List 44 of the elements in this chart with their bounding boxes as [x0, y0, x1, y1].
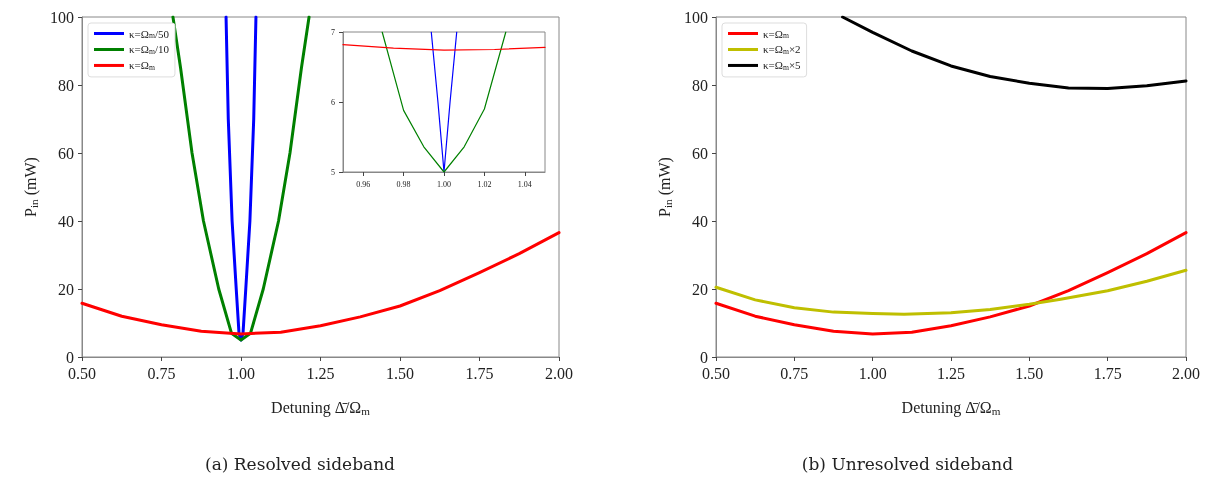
- y-tick-label: 60: [58, 144, 74, 162]
- y-tick-label: 100: [684, 8, 708, 26]
- line-series: [80, 231, 561, 336]
- x-tick-label: 2.00: [1172, 364, 1200, 382]
- y-tick-label: 7: [331, 27, 335, 37]
- x-tick-label: 2.00: [545, 364, 573, 382]
- line-series: [171, 15, 311, 342]
- x-tick-label: 1.25: [937, 364, 965, 382]
- y-tick-label: 60: [692, 144, 708, 162]
- x-tick-label: 1.00: [227, 364, 255, 382]
- y-tick-label: 80: [692, 76, 708, 94]
- text: (b) Unresolved sideband: [801, 453, 1014, 474]
- x-tick-label: 1.50: [1015, 364, 1044, 382]
- x-tick-label: 1.25: [306, 364, 335, 382]
- x-tick-label: 0.50: [68, 364, 96, 382]
- line-series: [841, 15, 1188, 90]
- y-tick-label: 0: [700, 348, 708, 366]
- y-tick-label: 6: [331, 97, 335, 107]
- text: (a) Resolved sideband: [205, 453, 396, 474]
- x-tick-label: 1.00: [437, 179, 451, 189]
- y-tick-label: 80: [58, 76, 74, 94]
- y-axis-title: Pin (mW): [655, 157, 674, 217]
- x-tick-label: 0.50: [702, 364, 730, 382]
- x-tick-label: 1.04: [517, 179, 532, 189]
- y-tick-label: 0: [66, 348, 74, 366]
- x-tick-label: 0.96: [356, 179, 371, 189]
- y-tick-label: 20: [692, 280, 708, 298]
- y-tick-label: 5: [331, 167, 335, 177]
- y-tick-label: 100: [50, 8, 74, 26]
- x-tick-label: 0.98: [396, 179, 411, 189]
- line-series: [714, 231, 1188, 336]
- y-axis-title: Pin (mW): [21, 157, 40, 217]
- x-tick-label: 0.75: [780, 364, 809, 382]
- x-tick-label: 1.02: [477, 179, 492, 189]
- x-tick-label: 1.75: [1093, 364, 1122, 382]
- x-tick-label: 0.75: [147, 364, 176, 382]
- x-tick-label: 1.00: [858, 364, 887, 382]
- y-tick-label: 40: [692, 212, 708, 230]
- line-series: [714, 268, 1188, 316]
- line-series: [381, 31, 507, 173]
- x-tick-label: 1.50: [386, 364, 414, 382]
- y-tick-label: 20: [58, 280, 74, 298]
- y-tick-label: 40: [58, 212, 74, 230]
- x-tick-label: 1.75: [465, 364, 494, 382]
